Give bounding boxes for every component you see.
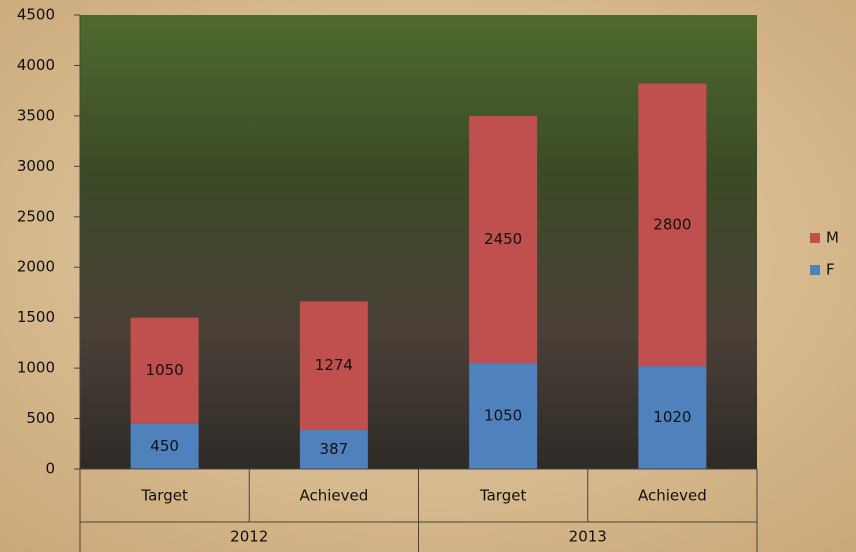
data-label: 1274 xyxy=(315,356,353,374)
y-tick-label: 4500 xyxy=(17,6,55,24)
bar-segment xyxy=(299,301,368,430)
bar-segment xyxy=(130,317,199,424)
y-tick-label: 0 xyxy=(45,460,55,478)
legend-swatch xyxy=(810,233,820,243)
data-label: 450 xyxy=(150,437,179,455)
y-tick-label: 4000 xyxy=(17,56,55,74)
group-label: 2012 xyxy=(230,528,268,546)
bar-segment xyxy=(469,363,538,469)
data-label: 1050 xyxy=(484,407,522,425)
legend-swatch xyxy=(810,265,820,275)
legend-label: F xyxy=(826,261,835,279)
bar-segment xyxy=(299,429,368,469)
y-tick-label: 2500 xyxy=(17,207,55,225)
data-label: 387 xyxy=(320,440,349,458)
y-tick-label: 3500 xyxy=(17,106,55,124)
y-tick-label: 500 xyxy=(26,409,55,427)
y-tick-label: 2000 xyxy=(17,258,55,276)
y-tick-label: 1000 xyxy=(17,359,55,377)
group-label: 2013 xyxy=(569,528,607,546)
x-tick-label: Target xyxy=(479,487,527,505)
bar-segment xyxy=(469,115,538,364)
x-tick-label: Achieved xyxy=(299,487,368,505)
bar-segment xyxy=(638,366,707,469)
data-label: 1020 xyxy=(653,408,691,426)
data-label: 2450 xyxy=(484,230,522,248)
bar-segment xyxy=(638,83,707,367)
y-tick-label: 3000 xyxy=(17,157,55,175)
legend-label: M xyxy=(826,229,839,247)
x-tick-label: Achieved xyxy=(638,487,707,505)
data-label: 1050 xyxy=(146,361,184,379)
y-tick-label: 1500 xyxy=(17,308,55,326)
data-label: 2800 xyxy=(653,215,691,233)
x-tick-label: Target xyxy=(140,487,188,505)
bar-segment xyxy=(130,423,199,469)
